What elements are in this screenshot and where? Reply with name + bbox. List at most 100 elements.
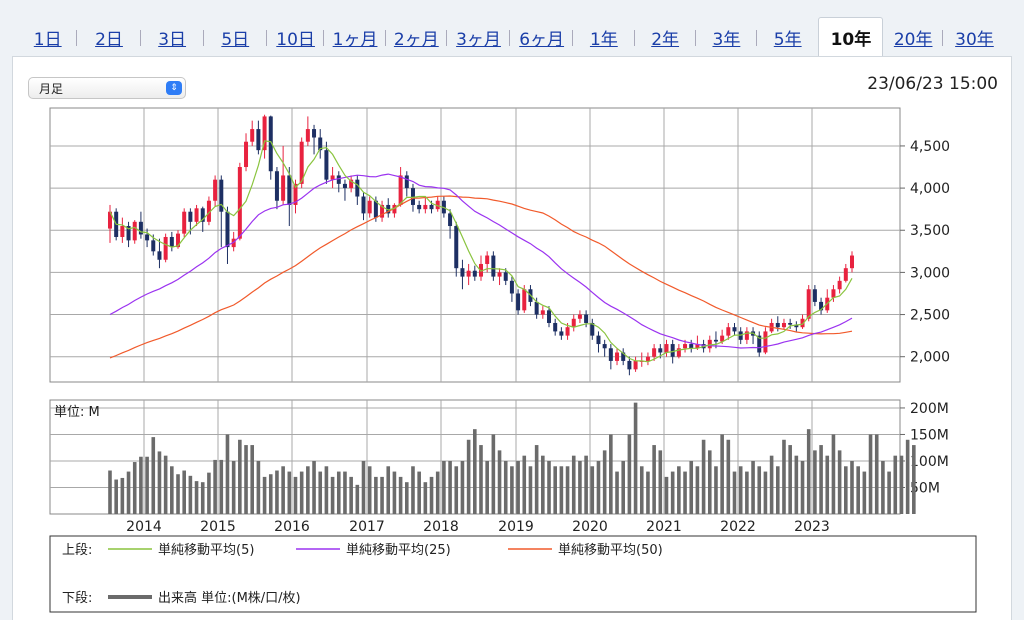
volume-bar [503, 460, 508, 514]
volume-bar [349, 476, 353, 514]
tab-7[interactable]: 2ヶ月 [386, 18, 448, 56]
candle-body [559, 331, 564, 336]
volume-bar [170, 466, 174, 514]
candle-body [293, 183, 298, 205]
tab-6[interactable]: 1ヶ月 [324, 18, 386, 56]
volume-bar [670, 471, 675, 514]
volume-bar [411, 466, 415, 514]
tab-1[interactable]: 1日 [18, 18, 78, 56]
tab-4[interactable]: 5日 [204, 18, 267, 56]
tab-12[interactable]: 3年 [696, 18, 758, 56]
candle-body [219, 179, 224, 212]
volume-bar [751, 460, 755, 514]
candle-body [225, 211, 230, 248]
volume-bar [584, 455, 588, 514]
volume-bar [120, 477, 125, 514]
volume-bar [114, 479, 118, 514]
volume-bar [701, 439, 706, 514]
volume-bar [108, 470, 112, 514]
tab-9[interactable]: 6ヶ月 [510, 18, 574, 56]
volume-bar [639, 466, 644, 514]
volume-bar [306, 466, 310, 514]
volume-bar [460, 460, 465, 514]
interval-select[interactable]: 月足 ⇕ [28, 77, 186, 99]
candle-body [732, 327, 737, 332]
timestamp: 23/06/23 15:00 [867, 74, 998, 94]
volume-bar [151, 437, 156, 514]
xtick-label: 2017 [349, 519, 385, 535]
volume-bar [559, 466, 564, 514]
tab-16[interactable]: 30年 [955, 29, 994, 50]
candle-body [268, 116, 273, 172]
volume-bar [423, 482, 428, 514]
volume-bar [844, 466, 848, 514]
tab-14[interactable]: 10年 [818, 17, 884, 56]
volume-bar [646, 471, 650, 514]
candle-body [713, 339, 718, 342]
volume-bar [596, 460, 601, 514]
ytick-label: 2,000 [910, 350, 950, 366]
candle-body [342, 183, 347, 189]
candle-body [305, 129, 310, 142]
candle-body [683, 344, 688, 349]
volume-bar [528, 466, 533, 514]
volume-bar [578, 460, 582, 514]
candle-body [448, 213, 453, 227]
tab-15[interactable]: 20年 [883, 18, 944, 56]
volume-bar [497, 450, 502, 514]
volume-bar [621, 460, 626, 514]
candle-body [336, 175, 341, 184]
volume-bar [534, 445, 539, 514]
volume-bar [825, 455, 830, 514]
tab-3[interactable]: 3日 [141, 18, 204, 56]
tab-11[interactable]: 2年 [635, 18, 697, 56]
volume-bar [132, 462, 137, 514]
tab-10[interactable]: 1年 [573, 18, 635, 56]
volume-bar [380, 476, 384, 514]
candle-body [485, 255, 490, 264]
volume-bar [442, 460, 446, 514]
candle-body [355, 179, 360, 197]
candle-body [658, 348, 663, 353]
xtick-label: 2014 [126, 519, 162, 535]
candle-body [466, 270, 471, 277]
candle-body [367, 200, 372, 214]
volume-bar [775, 466, 780, 514]
volume-bar [677, 466, 681, 514]
candle-body [244, 141, 249, 168]
tab-2[interactable]: 2日 [77, 18, 141, 56]
volume-bar [268, 474, 273, 514]
candle-body [373, 200, 378, 218]
volume-bar [491, 434, 496, 514]
volume-bar [874, 434, 879, 514]
candle-body [417, 204, 422, 210]
tab-8[interactable]: 3ヶ月 [447, 18, 511, 56]
volume-bar [367, 466, 372, 514]
candle-body [522, 289, 527, 311]
candle-body [200, 208, 205, 222]
candle-body [621, 352, 626, 361]
volume-bar [782, 439, 786, 514]
volume-bar [726, 439, 731, 514]
volume-bar [139, 456, 143, 514]
tab-5[interactable]: 10日 [267, 18, 325, 56]
candle-body [670, 344, 675, 357]
volume-unit-label: 単位: M [54, 404, 100, 420]
legend-upper-label: 上段: [62, 543, 92, 558]
xtick-label: 2021 [646, 519, 682, 535]
candle-body [819, 301, 824, 311]
candle-body [645, 356, 650, 361]
candle-body [138, 221, 143, 235]
volume-bar [281, 466, 285, 514]
volume-bar [219, 459, 224, 514]
volume-bar [553, 466, 557, 514]
candle-body [720, 335, 725, 342]
candle-body [849, 255, 854, 269]
xtick-label: 2023 [794, 519, 830, 535]
xtick-label: 2016 [274, 519, 310, 535]
volume-bar [510, 466, 514, 514]
xtick-label: 2022 [720, 519, 756, 535]
candle-body [398, 175, 403, 205]
tab-13[interactable]: 5年 [773, 29, 802, 50]
